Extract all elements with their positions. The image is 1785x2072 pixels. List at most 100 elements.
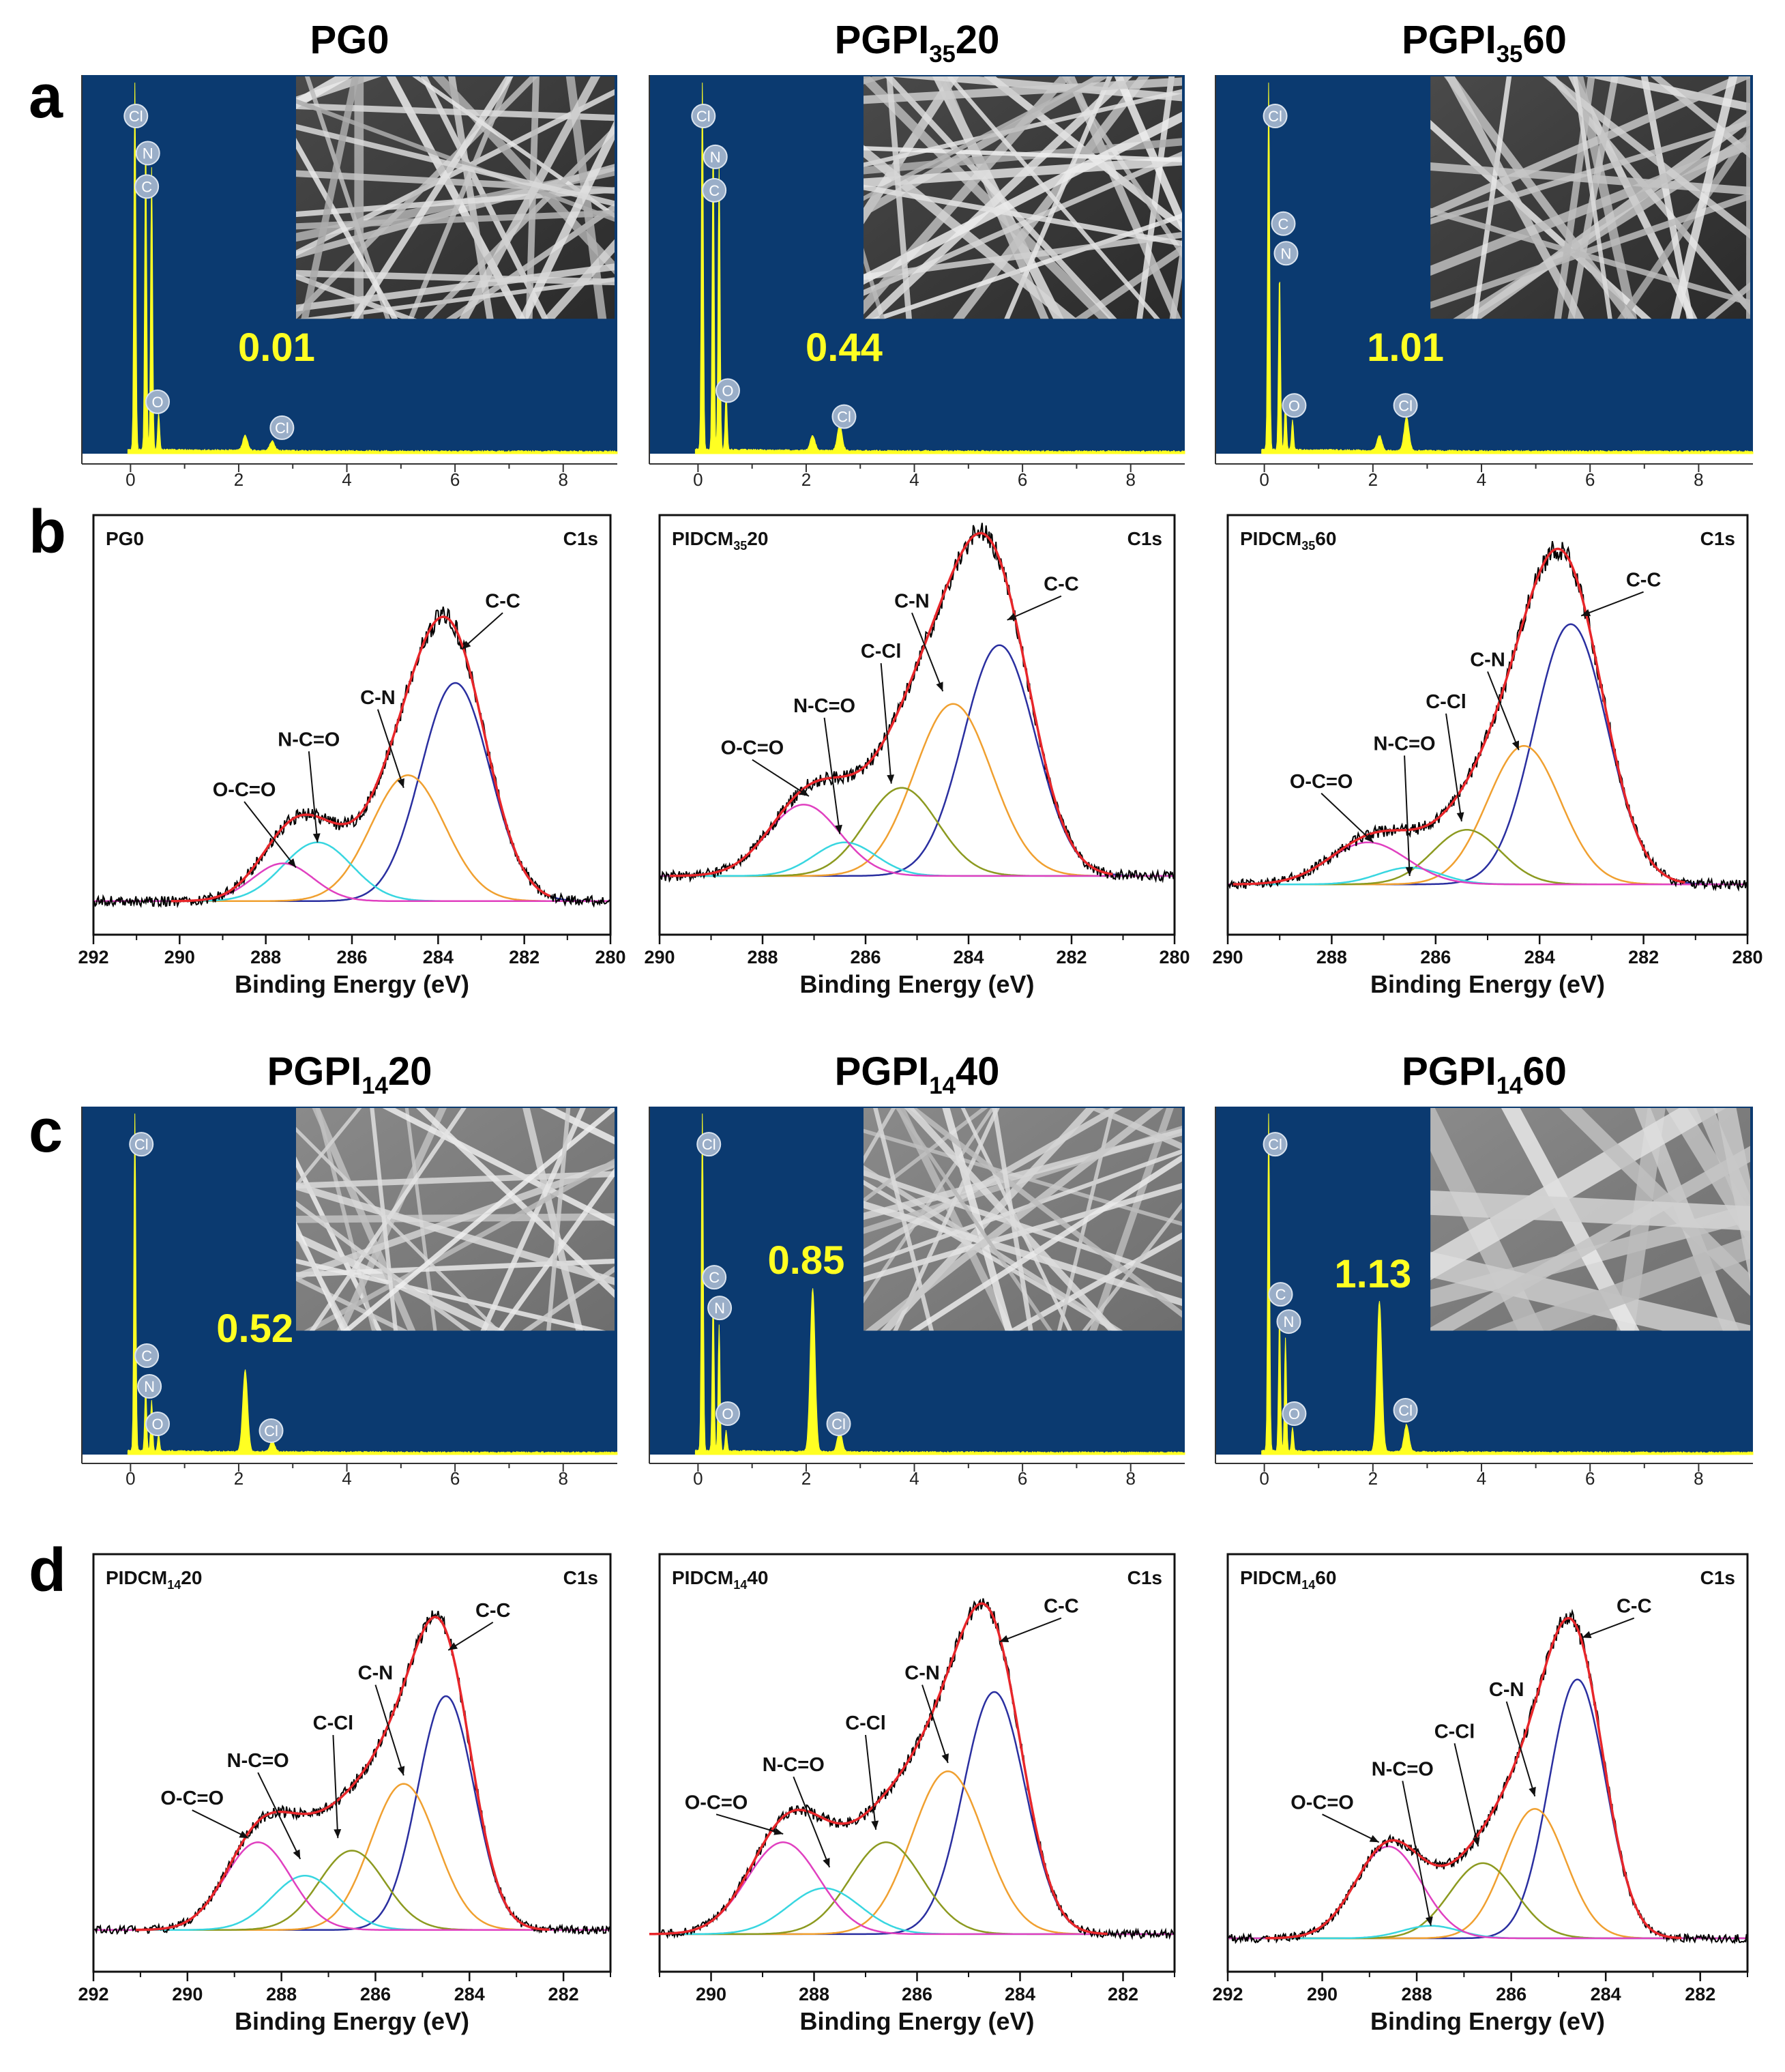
sem-fiber xyxy=(296,1126,501,1331)
sem-fiber xyxy=(895,1108,1053,1331)
chart-title-base: PGPI xyxy=(835,18,930,62)
x-tick-label: 288 xyxy=(1316,947,1347,967)
sem-fiber xyxy=(296,1201,471,1331)
sem-fiber xyxy=(909,1154,1182,1331)
sem-fiber xyxy=(864,1169,1182,1283)
peak-annotation-arrowhead xyxy=(334,1829,342,1839)
xps-chart-pidcm14-60: C-C C-N C-ClN-C=O O-C=O PIDCM1460 C1s 292 290 28… xyxy=(1212,1553,1749,2035)
x-tick-label: 284 xyxy=(1524,947,1555,967)
sem-fiber xyxy=(864,1149,1182,1268)
xps-plot-frame xyxy=(92,1553,612,1973)
peak-annotation-arrow xyxy=(999,1617,1062,1643)
sem-fiber xyxy=(1584,76,1750,112)
x-tick-label: 4 xyxy=(1477,469,1486,490)
element-badge: N xyxy=(703,144,728,169)
sample-label-sub: 14 xyxy=(733,1578,747,1592)
sem-fiber xyxy=(1430,1146,1750,1331)
sem-fiber xyxy=(864,1182,1182,1283)
peak-annotation-arrow xyxy=(1582,1617,1635,1639)
peak-annotation-label: C-C xyxy=(485,590,520,612)
eds-spectrum xyxy=(694,1113,1185,1455)
sample-label-base: PIDCM xyxy=(106,1567,167,1588)
sem-fiber xyxy=(296,274,417,319)
x-tick-label: 286 xyxy=(336,947,367,967)
chart-title: PGPI3560 xyxy=(1402,18,1567,68)
chart-title-sub: 14 xyxy=(1496,1073,1523,1099)
sem-fiber xyxy=(518,120,615,319)
sem-fiber xyxy=(1430,1203,1750,1307)
x-tick-label: 2 xyxy=(801,469,811,490)
element-badge-circle xyxy=(1282,393,1307,418)
chart-title-base: PGPI xyxy=(1402,1049,1496,1094)
peak-annotation-arrow xyxy=(308,751,319,843)
x-tick-label: 0 xyxy=(693,469,703,490)
x-axis-label: Binding Energy (eV) xyxy=(799,970,1034,998)
peak-annotation-arrowhead xyxy=(397,1766,405,1776)
peak-annotation: C-Cl xyxy=(1426,691,1466,822)
x-tick-label: 284 xyxy=(1005,1984,1035,2004)
element-badge-circle xyxy=(702,1265,727,1290)
xps-chart-pg0: C-C C-N N-C=O O-C=O PG0 C1s 292 290 288 286 284 282… xyxy=(78,514,626,998)
eds-chart-pgpi35-20: PGPI3520 Cl NC O Cl 0.44 0 2 4 6 8 xyxy=(649,18,1185,490)
eds-spectrum xyxy=(127,83,618,454)
peak-annotation-arrow xyxy=(1445,713,1462,822)
sem-fiber xyxy=(304,76,390,319)
sem-fiber xyxy=(1430,1251,1750,1331)
peak-annotation-label: C-C xyxy=(1044,574,1079,596)
xps-plot-frame xyxy=(1226,1553,1749,1973)
element-badge-circle xyxy=(1268,1282,1293,1307)
eds-chart-pgpi14-60: PGPI1460 Cl CN O Cl 1.13 0 2 4 6 8 xyxy=(1215,1049,1754,1489)
x-tick-label: 0 xyxy=(126,469,135,490)
element-badge: C xyxy=(1268,1282,1293,1307)
sem-fiber xyxy=(864,1108,1123,1257)
sem-fiber xyxy=(864,89,1182,168)
chart-title-rest: 60 xyxy=(1522,1049,1567,1094)
sem-fibers xyxy=(1430,76,1750,319)
peak-annotation-arrow xyxy=(1505,1701,1536,1797)
peak-annotation: O-C=O xyxy=(1290,1792,1380,1843)
sem-fiber xyxy=(1430,1108,1726,1281)
x-tick-label: 280 xyxy=(1732,947,1762,967)
element-label: O xyxy=(151,1416,163,1433)
x-tick-label: 290 xyxy=(1212,947,1243,967)
sem-fiber xyxy=(864,1108,896,1164)
eds-chart-pg0: PG0 Cl NC O Cl 0.01 0 2 4 6 8 xyxy=(81,18,618,490)
x-tick-label: 292 xyxy=(78,947,108,967)
element-label: Cl xyxy=(696,108,711,125)
sem-fiber xyxy=(296,166,615,242)
x-tick-label: 288 xyxy=(1402,1984,1432,2004)
x-tick-label: 6 xyxy=(1018,469,1027,490)
sem-fiber xyxy=(1453,132,1750,319)
x-tick-label: 288 xyxy=(266,1984,297,2004)
peak-annotation-arrow xyxy=(374,1684,404,1776)
element-badge: O xyxy=(1282,393,1307,418)
sample-label: PIDCM3560 xyxy=(1240,528,1336,553)
x-tick-label: 288 xyxy=(250,947,281,967)
element-label: C xyxy=(141,178,152,195)
sem-fiber xyxy=(296,1258,615,1278)
sem-fiber xyxy=(296,123,615,207)
element-label: O xyxy=(722,1405,733,1422)
peak-annotation-label: O-C=O xyxy=(160,1788,224,1809)
sem-fiber xyxy=(412,76,615,219)
element-badge-circle xyxy=(269,415,295,440)
peak-annotation-label: O-C=O xyxy=(1290,1792,1354,1813)
element-badge: Cl xyxy=(1263,104,1288,129)
sem-fiber xyxy=(337,1108,447,1331)
xps-chart-pidcm14-40: C-C C-N C-Cl N-C=O O-C=O PIDCM1440 C1s 290 288 28… xyxy=(649,1553,1176,2035)
eds-value-label: 1.13 xyxy=(1334,1252,1411,1296)
element-label: Cl xyxy=(129,108,143,125)
element-badge: C xyxy=(702,177,727,203)
element-badge: Cl xyxy=(1263,1132,1288,1157)
peak-annotation: C-Cl xyxy=(845,1712,886,1830)
sem-fiber xyxy=(296,1232,505,1331)
sem-fiber xyxy=(908,1108,1182,1318)
element-badge-circle xyxy=(831,404,857,429)
peak-annotation-label: C-N xyxy=(358,1663,394,1684)
element-badge: O xyxy=(145,389,171,414)
x-tick-label: 286 xyxy=(850,947,881,967)
peak-annotation-label: C-Cl xyxy=(1434,1721,1475,1742)
x-tick-label: 290 xyxy=(644,947,675,967)
x-tick-label: 8 xyxy=(558,1468,567,1489)
element-label: Cl xyxy=(1268,1136,1282,1153)
